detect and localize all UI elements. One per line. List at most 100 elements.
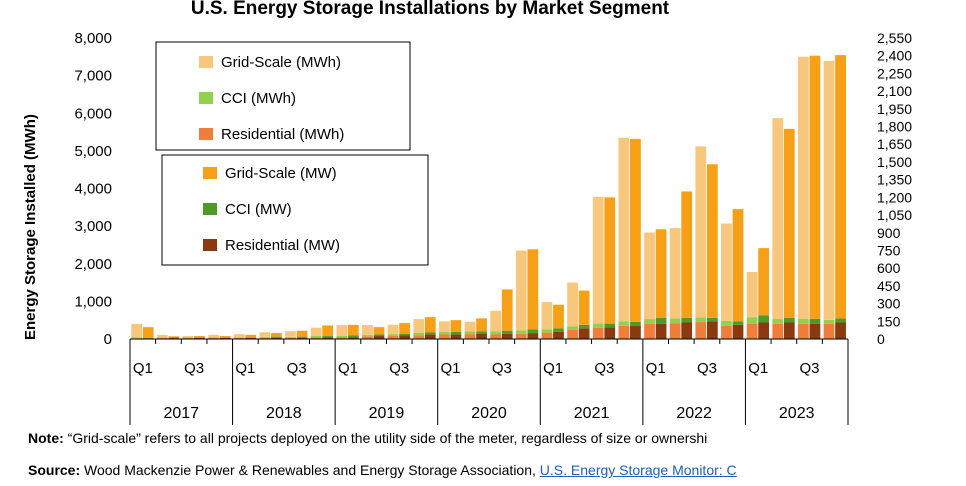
bar-mw-segment — [296, 330, 308, 337]
y2-tick-label: 1,650 — [877, 136, 912, 152]
bar-mwh-segment — [259, 332, 271, 337]
chart-title: U.S. Energy Storage Installations by Mar… — [190, 0, 670, 19]
bar-mwh-segment — [156, 337, 168, 339]
bar-mw-segment — [194, 337, 205, 339]
y-tick-label: 6,000 — [74, 105, 112, 122]
bar-mwh-segment — [156, 334, 168, 338]
legend-swatch — [199, 56, 213, 68]
bar-mw-segment — [783, 317, 795, 323]
bar-mw-segment — [783, 322, 795, 339]
x-year-label: 2018 — [266, 405, 302, 422]
bar-mwh-segment — [644, 323, 655, 339]
y2-tick-label: 1,050 — [877, 207, 912, 223]
legend-label: Grid-Scale (MWh) — [221, 54, 341, 71]
bar-mwh-segment — [721, 325, 732, 339]
x-quarter-label: Q1 — [748, 360, 768, 377]
bar-mw-segment — [835, 318, 846, 323]
bar-mwh-segment — [695, 146, 707, 318]
bar-mw-segment — [450, 331, 462, 335]
x-quarter-label: Q3 — [287, 360, 307, 377]
bar-mw-segment — [476, 331, 487, 334]
legend-label: Grid-Scale (MW) — [225, 165, 337, 182]
bar-mwh-segment — [387, 324, 399, 335]
y2-tick-label: 150 — [877, 313, 901, 329]
x-year-label: 2019 — [369, 405, 405, 422]
bar-mwh-segment — [797, 323, 809, 339]
bar-mwh-segment — [746, 323, 758, 339]
bar-mw-segment — [732, 324, 744, 339]
bar-mwh-segment — [310, 337, 322, 339]
bar-mwh-segment — [208, 337, 219, 339]
bar-mw-segment — [732, 321, 744, 325]
bar-mw-segment — [450, 320, 462, 332]
legend-swatch — [203, 167, 217, 179]
bar-mwh-segment — [310, 327, 322, 336]
bar-mw-segment — [399, 323, 411, 334]
bar-mw-segment — [501, 330, 513, 334]
bar-mwh-segment — [567, 329, 578, 339]
legend-label: CCI (MWh) — [221, 90, 296, 107]
bar-mwh-segment — [387, 334, 399, 336]
bar-mw-segment — [809, 318, 821, 324]
bar-mw-segment — [527, 333, 539, 339]
bar-mw-segment — [501, 333, 513, 339]
bar-mwh-segment — [515, 333, 527, 339]
y2-tick-label: 2,550 — [877, 30, 912, 46]
bar-mwh-segment — [464, 331, 476, 335]
bar-mwh-segment — [490, 310, 502, 332]
y-tick-label: 4,000 — [74, 181, 112, 198]
bar-mwh-segment — [336, 337, 348, 339]
bar-mwh-segment — [182, 335, 194, 338]
bar-mw-segment — [578, 290, 590, 325]
bar-mwh-segment — [541, 302, 553, 330]
y2-tick-label: 750 — [877, 242, 901, 258]
bar-mwh-segment — [669, 318, 681, 324]
x-year-label: 2017 — [163, 405, 199, 422]
x-quarter-label: Q1 — [441, 360, 461, 377]
bar-mw-segment — [604, 323, 616, 328]
bar-mw-segment — [322, 337, 334, 339]
bar-mw-segment — [553, 304, 564, 329]
legend-label: CCI (MW) — [225, 201, 292, 218]
bar-mwh-segment — [592, 327, 604, 339]
bar-mw-segment — [450, 334, 462, 339]
bar-mwh-segment — [823, 323, 835, 339]
note-text: “Grid-scale” refers to all projects depl… — [63, 430, 708, 446]
y-tick-label: 3,000 — [74, 218, 112, 235]
bar-mw-segment — [424, 317, 436, 333]
bar-mwh-segment — [208, 334, 219, 338]
bar-mw-segment — [245, 337, 257, 339]
bar-mwh-segment — [823, 60, 835, 320]
source-link[interactable]: U.S. Energy Storage Monitor: C — [539, 462, 737, 478]
y2-tick-label: 0 — [877, 331, 885, 347]
bar-mwh-segment — [567, 282, 578, 327]
bar-mwh-segment — [413, 319, 425, 333]
bar-mw-segment — [681, 322, 693, 339]
bar-mwh-segment — [567, 326, 578, 330]
bar-mwh-segment — [618, 137, 630, 322]
bar-mw-segment — [758, 322, 770, 339]
bar-mwh-segment — [438, 331, 450, 335]
footnote: Note: “Grid-scale” refers to all project… — [28, 430, 707, 446]
bar-mwh-segment — [131, 323, 143, 338]
bar-mw-segment — [296, 337, 308, 339]
bar-mwh-segment — [233, 334, 245, 338]
legend-label: Residential (MW) — [225, 237, 340, 254]
y2-tick-label: 1,800 — [877, 119, 912, 135]
bar-mwh-segment — [464, 321, 476, 332]
y2-tick-label: 1,950 — [877, 101, 912, 117]
x-quarter-label: Q3 — [697, 360, 717, 377]
bar-mwh-segment — [797, 56, 809, 319]
bar-mwh-segment — [259, 337, 271, 339]
bar-mw-segment — [373, 336, 385, 339]
bar-mw-segment — [245, 337, 257, 338]
bar-mw-segment — [168, 336, 180, 338]
bar-mw-segment — [732, 209, 744, 322]
bar-mw-segment — [373, 334, 385, 337]
bar-mwh-segment — [721, 223, 732, 321]
bar-mw-segment — [706, 317, 718, 322]
bar-mwh-segment — [413, 332, 425, 336]
bar-mw-segment — [630, 321, 641, 327]
x-quarter-label: Q3 — [594, 360, 614, 377]
bar-mwh-segment — [310, 335, 322, 338]
